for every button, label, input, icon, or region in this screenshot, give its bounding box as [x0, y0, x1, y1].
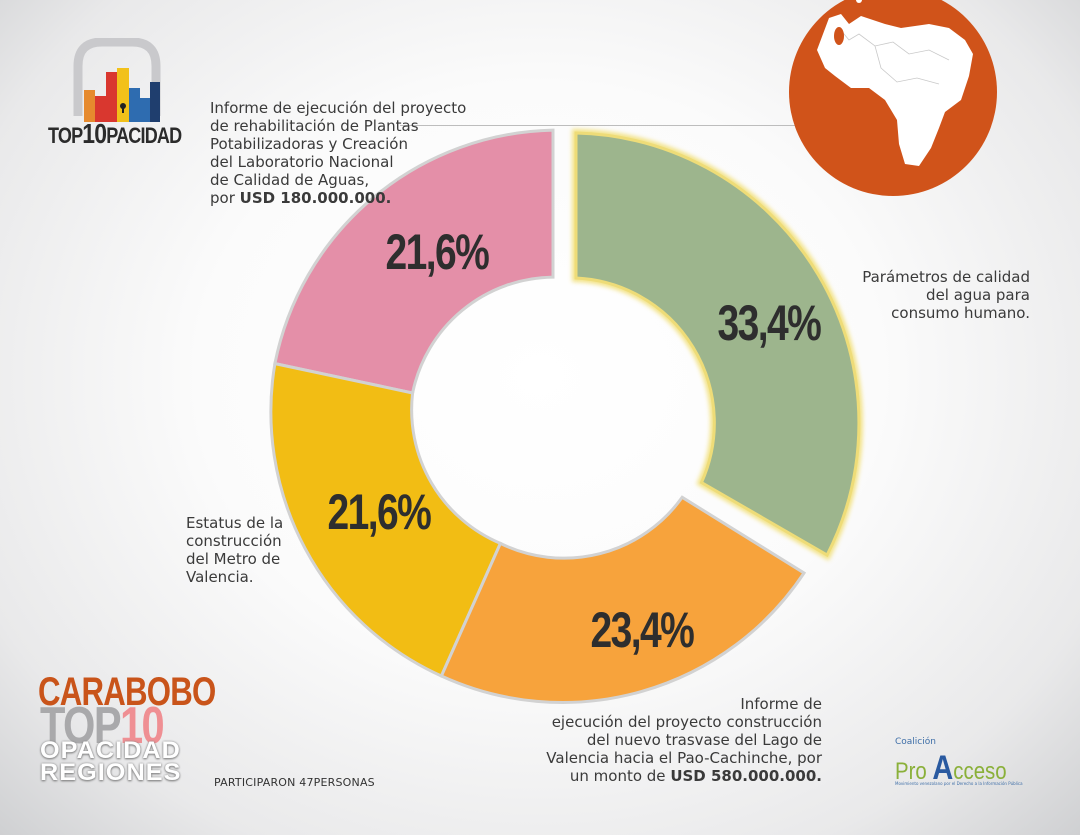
venezuela-map-icon: [789, 0, 997, 196]
partner-name: Pro Acceso: [895, 749, 1007, 787]
value-label-green: 33,4%: [717, 295, 821, 351]
value-label-pink: 21,6%: [385, 224, 489, 280]
participants-note: PARTICIPARON 47PERSONAS: [214, 776, 375, 789]
top10-opacidad-logo: TOP10PACIDAD: [46, 37, 186, 149]
segment-yellow[interactable]: [269, 361, 503, 678]
padlock-bars-icon: [73, 37, 161, 122]
partner-tagline: Movimiento venezolano por el Derecho a l…: [895, 781, 1023, 786]
opacidad-regiones-wordmark: OPACIDAD REGIONES: [40, 737, 182, 786]
divider-line: [400, 125, 920, 126]
region-title: CARABOBO: [38, 670, 216, 714]
value-label-orange: 23,4%: [590, 602, 694, 658]
value-label-yellow: 21,6%: [327, 484, 431, 540]
segment-orange[interactable]: [439, 495, 807, 704]
callout-pink: Informe de ejecución del proyecto de reh…: [210, 99, 467, 207]
callout-yellow: Estatus de la construcción del Metro de …: [186, 514, 284, 586]
segment-green[interactable]: [574, 131, 861, 558]
callout-orange: Informe de ejecución del proyecto constr…: [546, 695, 822, 785]
logo-wordmark: TOP10PACIDAD: [48, 118, 182, 149]
segment-pink[interactable]: [273, 128, 555, 395]
partner-small-text: Coalición: [895, 737, 936, 747]
top10-wordmark: TOP10: [40, 697, 165, 755]
pro-acceso-logo: Coalición Pro Acceso Movimiento venezola…: [895, 733, 1025, 793]
callout-green: Parámetros de calidad del agua para cons…: [862, 268, 1030, 322]
